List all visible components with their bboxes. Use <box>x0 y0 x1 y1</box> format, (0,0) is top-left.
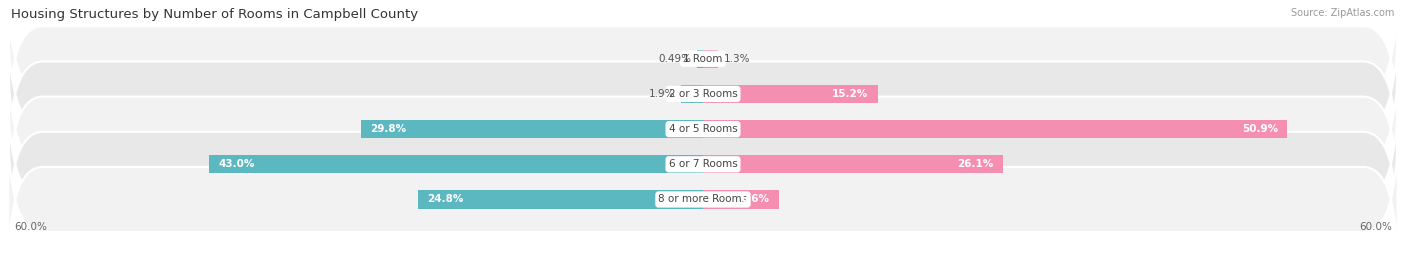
Bar <box>681 85 703 103</box>
FancyBboxPatch shape <box>8 91 1398 237</box>
Bar <box>703 155 1002 174</box>
Text: 60.0%: 60.0% <box>1360 222 1392 232</box>
FancyBboxPatch shape <box>8 56 1398 202</box>
Text: 24.8%: 24.8% <box>427 194 464 204</box>
Text: 1.3%: 1.3% <box>724 54 751 64</box>
Text: 1 Room: 1 Room <box>683 54 723 64</box>
Text: 50.9%: 50.9% <box>1241 124 1278 134</box>
Bar <box>209 155 703 174</box>
Bar <box>418 190 703 209</box>
Text: 6.6%: 6.6% <box>741 194 769 204</box>
Bar <box>703 49 718 68</box>
Bar <box>697 49 703 68</box>
Text: Housing Structures by Number of Rooms in Campbell County: Housing Structures by Number of Rooms in… <box>11 8 419 21</box>
Bar <box>361 120 703 138</box>
Text: 15.2%: 15.2% <box>832 89 869 99</box>
Text: 29.8%: 29.8% <box>370 124 406 134</box>
Text: 8 or more Rooms: 8 or more Rooms <box>658 194 748 204</box>
Bar <box>703 85 877 103</box>
Text: 1.9%: 1.9% <box>650 89 675 99</box>
Text: 26.1%: 26.1% <box>957 159 994 169</box>
Bar <box>703 190 779 209</box>
Text: 4 or 5 Rooms: 4 or 5 Rooms <box>669 124 737 134</box>
Text: 43.0%: 43.0% <box>218 159 254 169</box>
Bar <box>703 120 1288 138</box>
Text: Source: ZipAtlas.com: Source: ZipAtlas.com <box>1291 8 1395 18</box>
Text: 6 or 7 Rooms: 6 or 7 Rooms <box>669 159 737 169</box>
Text: 2 or 3 Rooms: 2 or 3 Rooms <box>669 89 737 99</box>
Text: 0.49%: 0.49% <box>658 54 692 64</box>
Text: 60.0%: 60.0% <box>14 222 46 232</box>
FancyBboxPatch shape <box>8 0 1398 132</box>
FancyBboxPatch shape <box>8 126 1398 269</box>
FancyBboxPatch shape <box>8 21 1398 167</box>
